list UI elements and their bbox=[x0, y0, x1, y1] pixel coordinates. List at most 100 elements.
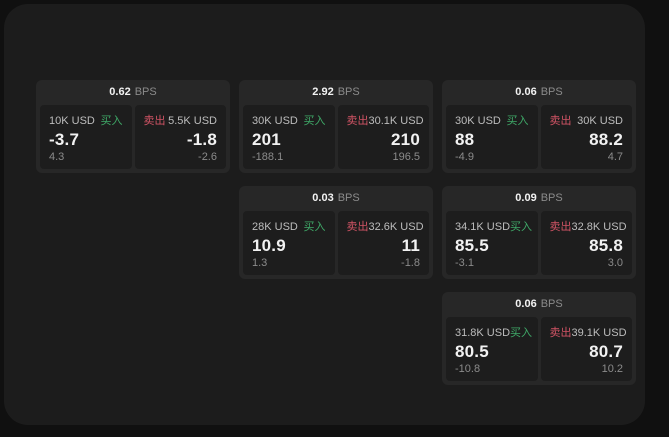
sell-tile[interactable]: 卖出 5.5K USD -1.8 -2.6 bbox=[134, 105, 226, 169]
buy-tile[interactable]: 28K USD 买入 10.9 1.3 bbox=[243, 211, 335, 275]
bps-unit-label: BPS bbox=[540, 192, 563, 204]
sell-delta: 4.7 bbox=[607, 151, 623, 163]
sell-side-label: 卖出 bbox=[549, 327, 572, 339]
quote-tiles: 28K USD 买入 10.9 1.3 卖出 32.6K USD 11 -1.8 bbox=[239, 211, 433, 279]
quote-tiles: 34.1K USD 买入 85.5 -3.1 卖出 32.8K USD 85.8… bbox=[442, 211, 636, 279]
sell-tile-top: 卖出 32.6K USD bbox=[346, 218, 424, 234]
buy-tile-top: 28K USD 买入 bbox=[252, 218, 326, 234]
buy-price: 10.9 bbox=[252, 236, 286, 255]
sell-price: 88.2 bbox=[589, 130, 623, 149]
bps-value: 2.92 bbox=[312, 86, 334, 98]
buy-size-label: 34.1K USD bbox=[455, 221, 511, 233]
sell-tile-top: 卖出 30.1K USD bbox=[346, 112, 424, 128]
buy-delta: 1.3 bbox=[252, 257, 268, 269]
bps-header: 0.03 BPS bbox=[239, 186, 433, 211]
quote-tiles: 30K USD 买入 201 -188.1 卖出 30.1K USD 210 1… bbox=[239, 105, 433, 173]
buy-tile-top: 30K USD 买入 bbox=[455, 112, 529, 128]
bps-unit-label: BPS bbox=[337, 86, 360, 98]
quote-tiles: 31.8K USD 买入 80.5 -10.8 卖出 39.1K USD 80.… bbox=[442, 317, 636, 385]
sell-side-label: 卖出 bbox=[346, 221, 369, 233]
sell-tile[interactable]: 卖出 32.6K USD 11 -1.8 bbox=[337, 211, 429, 275]
sell-delta: -1.8 bbox=[401, 257, 420, 269]
sell-price: 11 bbox=[401, 236, 420, 255]
sell-size-label: 32.6K USD bbox=[368, 221, 424, 233]
spread-card: 0.62 BPS 10K USD 买入 -3.7 4.3 卖出 5.5K USD… bbox=[36, 80, 230, 173]
bps-unit-label: BPS bbox=[540, 298, 563, 310]
bps-header: 0.62 BPS bbox=[36, 80, 230, 105]
sell-price: 210 bbox=[391, 130, 420, 149]
sell-delta: -2.6 bbox=[198, 151, 217, 163]
sell-size-label: 30K USD bbox=[577, 115, 623, 127]
sell-size-label: 30.1K USD bbox=[368, 115, 424, 127]
sell-tile-top: 卖出 30K USD bbox=[550, 112, 624, 128]
sell-size-label: 5.5K USD bbox=[168, 115, 217, 127]
buy-size-label: 30K USD bbox=[455, 115, 501, 127]
bps-header: 2.92 BPS bbox=[239, 80, 433, 105]
buy-price: 201 bbox=[252, 130, 281, 149]
bps-header: 0.06 BPS bbox=[442, 292, 636, 317]
sell-delta: 196.5 bbox=[392, 151, 420, 163]
buy-price: 80.5 bbox=[455, 342, 489, 361]
buy-side-label: 买入 bbox=[100, 115, 123, 127]
cards-grid: 0.62 BPS 10K USD 买入 -3.7 4.3 卖出 5.5K USD… bbox=[36, 80, 636, 385]
sell-tile[interactable]: 卖出 39.1K USD 80.7 10.2 bbox=[540, 317, 632, 381]
bps-value: 0.62 bbox=[109, 86, 131, 98]
bps-value: 0.09 bbox=[515, 192, 537, 204]
bps-header: 0.06 BPS bbox=[442, 80, 636, 105]
sell-side-label: 卖出 bbox=[549, 115, 572, 127]
buy-delta: -4.9 bbox=[455, 151, 474, 163]
buy-price: 88 bbox=[455, 130, 475, 149]
buy-price: 85.5 bbox=[455, 236, 489, 255]
buy-side-label: 买入 bbox=[303, 221, 326, 233]
buy-tile[interactable]: 30K USD 买入 88 -4.9 bbox=[446, 105, 538, 169]
main-panel: 0.62 BPS 10K USD 买入 -3.7 4.3 卖出 5.5K USD… bbox=[4, 4, 645, 425]
buy-side-label: 买入 bbox=[510, 221, 533, 233]
bps-value: 0.06 bbox=[515, 298, 537, 310]
sell-size-label: 39.1K USD bbox=[571, 327, 627, 339]
buy-side-label: 买入 bbox=[506, 115, 529, 127]
sell-tile-top: 卖出 5.5K USD bbox=[144, 112, 218, 128]
buy-side-label: 买入 bbox=[510, 327, 533, 339]
bps-unit-label: BPS bbox=[134, 86, 157, 98]
sell-price: 85.8 bbox=[589, 236, 623, 255]
buy-side-label: 买入 bbox=[303, 115, 326, 127]
sell-side-label: 卖出 bbox=[143, 115, 166, 127]
sell-tile[interactable]: 卖出 30K USD 88.2 4.7 bbox=[540, 105, 632, 169]
sell-delta: 3.0 bbox=[607, 257, 623, 269]
bps-value: 0.03 bbox=[312, 192, 334, 204]
buy-tile-top: 34.1K USD 买入 bbox=[455, 218, 533, 234]
buy-size-label: 28K USD bbox=[252, 221, 298, 233]
sell-size-label: 32.8K USD bbox=[571, 221, 627, 233]
bps-header: 0.09 BPS bbox=[442, 186, 636, 211]
spread-card: 0.06 BPS 31.8K USD 买入 80.5 -10.8 卖出 39.1… bbox=[442, 292, 636, 385]
sell-tile-top: 卖出 32.8K USD bbox=[549, 218, 627, 234]
buy-size-label: 31.8K USD bbox=[455, 327, 511, 339]
buy-tile[interactable]: 10K USD 买入 -3.7 4.3 bbox=[40, 105, 132, 169]
buy-delta: -3.1 bbox=[455, 257, 474, 269]
sell-price: -1.8 bbox=[186, 130, 217, 149]
sell-tile[interactable]: 卖出 32.8K USD 85.8 3.0 bbox=[540, 211, 632, 275]
buy-tile-top: 10K USD 买入 bbox=[49, 112, 123, 128]
sell-tile[interactable]: 卖出 30.1K USD 210 196.5 bbox=[337, 105, 429, 169]
buy-tile[interactable]: 31.8K USD 买入 80.5 -10.8 bbox=[446, 317, 538, 381]
sell-side-label: 卖出 bbox=[346, 115, 369, 127]
buy-price: -3.7 bbox=[49, 130, 80, 149]
buy-tile-top: 31.8K USD 买入 bbox=[455, 324, 533, 340]
quote-tiles: 10K USD 买入 -3.7 4.3 卖出 5.5K USD -1.8 -2.… bbox=[36, 105, 230, 173]
spread-card: 2.92 BPS 30K USD 买入 201 -188.1 卖出 30.1K … bbox=[239, 80, 433, 173]
bps-unit-label: BPS bbox=[540, 86, 563, 98]
bps-unit-label: BPS bbox=[337, 192, 360, 204]
sell-delta: 10.2 bbox=[601, 363, 623, 375]
sell-price: 80.7 bbox=[589, 342, 623, 361]
sell-tile-top: 卖出 39.1K USD bbox=[549, 324, 627, 340]
spread-card: 0.06 BPS 30K USD 买入 88 -4.9 卖出 30K USD 8… bbox=[442, 80, 636, 173]
sell-side-label: 卖出 bbox=[549, 221, 572, 233]
quote-tiles: 30K USD 买入 88 -4.9 卖出 30K USD 88.2 4.7 bbox=[442, 105, 636, 173]
buy-delta: -188.1 bbox=[252, 151, 284, 163]
buy-tile[interactable]: 34.1K USD 买入 85.5 -3.1 bbox=[446, 211, 538, 275]
buy-tile[interactable]: 30K USD 买入 201 -188.1 bbox=[243, 105, 335, 169]
buy-delta: 4.3 bbox=[49, 151, 65, 163]
spread-card: 0.03 BPS 28K USD 买入 10.9 1.3 卖出 32.6K US… bbox=[239, 186, 433, 279]
buy-size-label: 10K USD bbox=[49, 115, 95, 127]
bps-value: 0.06 bbox=[515, 86, 537, 98]
